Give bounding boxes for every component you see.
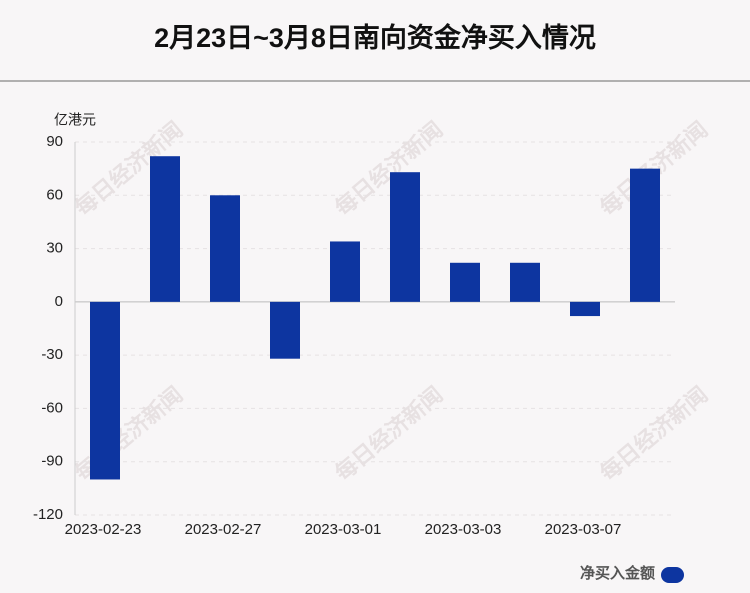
y-tick-label: 0	[55, 293, 63, 310]
y-tick-label: 90	[46, 133, 63, 150]
x-tick-label: 2023-02-23	[65, 521, 142, 538]
bar	[570, 301, 600, 317]
bar	[390, 172, 420, 302]
chart-title: 2月23日~3月8日南向资金净买入情况	[154, 22, 596, 53]
y-axis-label: 亿港元	[54, 112, 96, 128]
y-tick-label: 30	[46, 240, 63, 257]
bar	[630, 168, 660, 302]
bar	[90, 301, 120, 480]
x-tick-label: 2023-03-03	[425, 521, 502, 538]
bar	[450, 262, 480, 302]
bar	[510, 262, 540, 302]
bar	[150, 156, 180, 302]
legend-label: 净买入金额	[580, 564, 655, 582]
bar	[330, 241, 360, 302]
bar	[270, 301, 300, 359]
legend-swatch	[661, 567, 684, 583]
y-tick-label: -60	[41, 399, 63, 416]
x-tick-label: 2023-03-07	[545, 521, 622, 538]
bar	[210, 195, 240, 302]
y-tick-label: 60	[46, 186, 63, 203]
y-tick-label: -30	[41, 346, 63, 363]
y-tick-label: -90	[41, 453, 63, 470]
x-tick-label: 2023-02-27	[185, 521, 262, 538]
y-tick-label: -120	[33, 506, 63, 523]
x-tick-label: 2023-03-01	[305, 521, 382, 538]
